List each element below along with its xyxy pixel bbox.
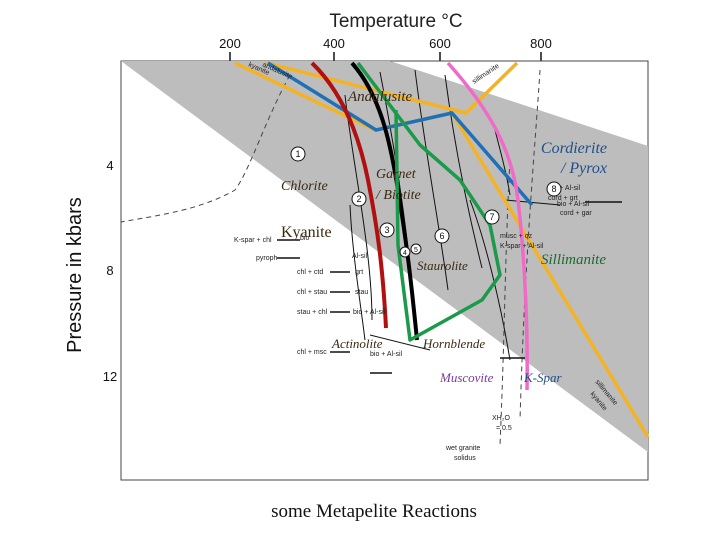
reaction-label: bio + Al-sil [370,351,403,358]
garnet-label: Garnet / Biotite [375,167,421,203]
bottom-caption: some Metapelite Reactions [271,501,477,522]
temperature-tick: 800 [530,36,552,51]
staurolite-label: Staurolite [417,258,468,273]
xh2o-value: = 0.5 [496,425,512,432]
reaction-circle [290,146,306,162]
blue-line [267,61,534,207]
reaction-circle [434,228,450,244]
reaction-label: bio + Al-sil [548,185,581,192]
reaction-label: chl + msc [297,349,327,356]
temperature-axis: 200 400 600 800 [219,36,552,62]
facies-labels: Andalusite Cordierite / Pyrox Chlorite Ga… [281,89,607,385]
reaction-circle [399,246,411,258]
reaction-number: 2 [356,194,361,204]
reaction-label: cord + grt [548,195,578,202]
gray-field [121,61,648,452]
reaction-number-circles [290,146,562,258]
temperature-tick: 200 [219,36,241,51]
reaction-number: 7 [489,212,494,222]
pressure-tick: 8 [106,263,113,278]
xh2o-label: XH₂O [492,415,510,422]
green-line [356,61,502,342]
reaction-label: K-spar + chl [234,237,272,244]
reaction-label: chl + stau [297,289,327,296]
reaction-label: grt [355,269,363,276]
reaction-arrows [277,201,622,374]
reaction-label: chl + ctd [297,269,323,276]
andalusite-label: Andalusite [347,89,413,105]
kspar-label: K-Spar [523,370,563,385]
actinolite-label: Actinolite [331,336,383,351]
pink-line [446,61,529,391]
reaction-numbers: 1 2 3 4 5 6 7 8 [295,149,556,257]
reaction-label: bio + Al-sil [557,201,590,208]
reaction-label: cord + gar [560,210,592,217]
red-line [310,61,388,329]
reaction-curve [414,69,449,291]
kyanite-label: Kyanite [281,224,332,241]
reaction-curve [504,199,561,206]
y-axis-label: Pressure in kbars [64,197,86,353]
pressure-tick: 4 [106,158,113,173]
dashed-curves [120,69,541,446]
reaction-number: 4 [403,250,407,257]
temperature-tick: 600 [429,36,451,51]
reaction-label: Al-sil [352,253,368,260]
temperature-tick: 400 [323,36,345,51]
reaction-label: stau + chl [297,309,328,316]
sillimanite-label: Sillimanite [541,252,606,268]
reaction-label: musc + qz [500,233,533,240]
reaction-circle [546,181,562,197]
hornblende-label: Hornblende [422,336,485,351]
reaction-circle [410,243,422,255]
reaction-circle [379,222,395,238]
reaction-circle [484,209,500,225]
dashed-curve [120,74,291,223]
reaction-label: stau [355,289,368,296]
reaction-curve [349,204,366,341]
orange-line-b [265,61,519,115]
reaction-label: bio + Al-sil [353,309,386,316]
reaction-number: 6 [439,231,444,241]
reaction-circle [351,191,367,207]
reaction-label: bio [300,235,309,242]
chlorite-label: Chlorite [281,179,328,194]
reaction-label: pyroph [256,255,278,262]
muscovite-label: Muscovite [439,370,494,385]
granite-solidus-label: solidus [454,455,476,462]
reaction-number: 1 [295,149,300,159]
cordierite-label: Cordierite / Pyrox [541,140,607,177]
reaction-curve [369,334,431,351]
pressure-tick: 12 [103,369,117,384]
chart-title: Temperature °C [329,11,462,32]
reaction-number: 3 [384,225,389,235]
granite-solidus-label: wet granite [445,445,480,452]
reaction-number: 5 [414,247,418,254]
reaction-texts: K-spar + chl pyroph chl + ctd chl + stau… [234,185,592,462]
reaction-label: K-spar + Al-sil [500,243,544,250]
reaction-curve [469,199,511,361]
reaction-number: 8 [551,184,556,194]
